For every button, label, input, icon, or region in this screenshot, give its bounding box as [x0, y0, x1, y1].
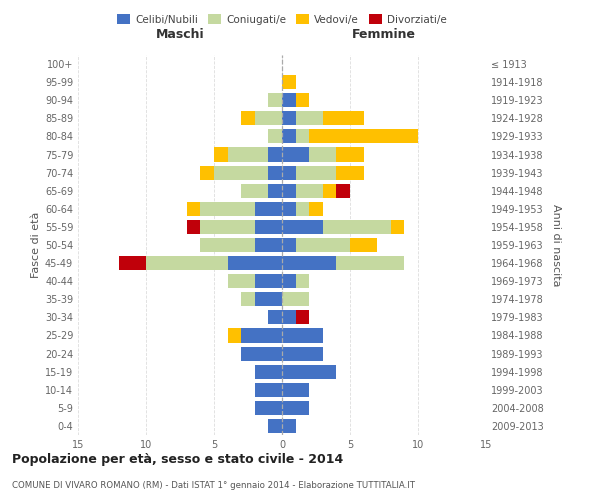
- Text: Popolazione per età, sesso e stato civile - 2014: Popolazione per età, sesso e stato civil…: [12, 452, 343, 466]
- Bar: [323, 184, 337, 198]
- Y-axis label: Anni di nascita: Anni di nascita: [551, 204, 560, 286]
- Bar: [255, 202, 282, 216]
- Bar: [268, 148, 282, 162]
- Bar: [282, 93, 296, 108]
- Bar: [241, 112, 255, 126]
- Bar: [119, 256, 146, 270]
- Bar: [227, 274, 255, 288]
- Bar: [282, 401, 309, 415]
- Bar: [282, 220, 323, 234]
- Bar: [255, 238, 282, 252]
- Legend: Celibi/Nubili, Coniugati/e, Vedovi/e, Divorziati/e: Celibi/Nubili, Coniugati/e, Vedovi/e, Di…: [113, 10, 451, 29]
- Bar: [282, 202, 296, 216]
- Bar: [296, 93, 309, 108]
- Bar: [282, 419, 296, 433]
- Bar: [282, 328, 323, 342]
- Bar: [227, 328, 241, 342]
- Bar: [146, 256, 227, 270]
- Bar: [296, 310, 309, 324]
- Bar: [241, 328, 282, 342]
- Bar: [241, 346, 282, 360]
- Bar: [350, 238, 377, 252]
- Bar: [296, 130, 309, 143]
- Bar: [187, 202, 200, 216]
- Bar: [268, 166, 282, 179]
- Bar: [282, 75, 296, 89]
- Bar: [296, 184, 323, 198]
- Bar: [227, 256, 282, 270]
- Bar: [296, 202, 309, 216]
- Bar: [282, 112, 296, 126]
- Bar: [282, 184, 296, 198]
- Bar: [282, 382, 309, 397]
- Bar: [391, 220, 404, 234]
- Y-axis label: Fasce di età: Fasce di età: [31, 212, 41, 278]
- Bar: [255, 382, 282, 397]
- Bar: [214, 148, 227, 162]
- Bar: [282, 238, 296, 252]
- Bar: [323, 220, 391, 234]
- Text: COMUNE DI VIVARO ROMANO (RM) - Dati ISTAT 1° gennaio 2014 - Elaborazione TUTTITA: COMUNE DI VIVARO ROMANO (RM) - Dati ISTA…: [12, 480, 415, 490]
- Bar: [296, 112, 323, 126]
- Text: Maschi: Maschi: [155, 28, 205, 40]
- Bar: [255, 220, 282, 234]
- Bar: [200, 238, 255, 252]
- Bar: [323, 112, 364, 126]
- Bar: [214, 166, 268, 179]
- Bar: [282, 292, 309, 306]
- Bar: [337, 166, 364, 179]
- Bar: [255, 292, 282, 306]
- Bar: [309, 130, 418, 143]
- Bar: [255, 401, 282, 415]
- Bar: [337, 256, 404, 270]
- Bar: [296, 166, 337, 179]
- Bar: [187, 220, 200, 234]
- Bar: [255, 364, 282, 378]
- Bar: [282, 364, 337, 378]
- Bar: [255, 274, 282, 288]
- Bar: [282, 310, 296, 324]
- Bar: [282, 166, 296, 179]
- Bar: [268, 130, 282, 143]
- Bar: [268, 93, 282, 108]
- Bar: [282, 346, 323, 360]
- Bar: [282, 256, 337, 270]
- Bar: [282, 148, 309, 162]
- Bar: [227, 148, 268, 162]
- Bar: [337, 148, 364, 162]
- Bar: [296, 238, 350, 252]
- Bar: [309, 148, 337, 162]
- Bar: [268, 419, 282, 433]
- Bar: [241, 292, 255, 306]
- Bar: [282, 274, 296, 288]
- Bar: [282, 130, 296, 143]
- Bar: [268, 184, 282, 198]
- Bar: [200, 220, 255, 234]
- Bar: [255, 112, 282, 126]
- Bar: [200, 202, 255, 216]
- Bar: [268, 310, 282, 324]
- Bar: [200, 166, 214, 179]
- Bar: [309, 202, 323, 216]
- Bar: [241, 184, 268, 198]
- Bar: [296, 274, 309, 288]
- Bar: [337, 184, 350, 198]
- Text: Femmine: Femmine: [352, 28, 416, 40]
